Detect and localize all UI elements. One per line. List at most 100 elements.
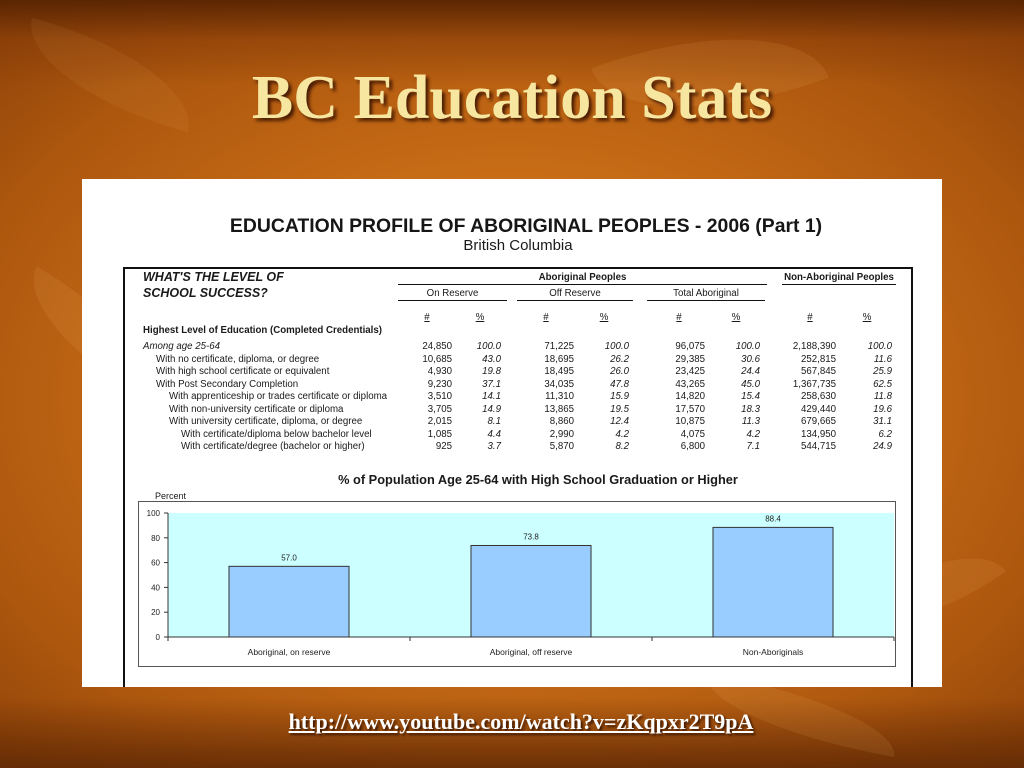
cell-percent: 25.9: [873, 366, 892, 377]
row-label: With apprenticeship or trades certificat…: [169, 391, 388, 402]
cell-percent: 11.3: [741, 416, 760, 427]
table-row: With Post Secondary Completion 9,230 37.…: [82, 379, 942, 391]
cell-count: 34,035: [544, 379, 574, 390]
row-label: With university certificate, diploma, or…: [169, 416, 363, 427]
table-row: With apprenticeship or trades certificat…: [82, 391, 942, 403]
cell-count: 29,385: [675, 354, 705, 365]
cell-count: 13,865: [544, 404, 574, 415]
column-header-percent: %: [731, 312, 741, 323]
cell-percent: 37.1: [482, 379, 501, 390]
cell-count: 258,630: [800, 391, 836, 402]
cell-count: 18,495: [544, 366, 574, 377]
table-frame: [123, 267, 913, 687]
table-row: With non-university certificate or diplo…: [82, 404, 942, 416]
cell-percent: 30.6: [741, 354, 760, 365]
cell-percent: 11.8: [873, 391, 892, 402]
cell-percent: 100.0: [476, 341, 501, 352]
profile-title: EDUCATION PROFILE OF ABORIGINAL PEOPLES …: [229, 215, 823, 237]
youtube-link[interactable]: http://www.youtube.com/watch?v=zKqpxr2T9…: [288, 709, 754, 734]
education-profile-panel: EDUCATION PROFILE OF ABORIGINAL PEOPLES …: [82, 179, 942, 687]
cell-count: 43,265: [675, 379, 705, 390]
cell-count: 9,230: [427, 379, 452, 390]
cell-count: 2,990: [549, 429, 574, 440]
cell-count: 71,225: [544, 341, 574, 352]
cell-percent: 43.0: [482, 354, 501, 365]
cell-count: 925: [435, 441, 452, 452]
cell-count: 14,820: [675, 391, 705, 402]
bar: [470, 544, 592, 638]
cell-percent: 12.4: [610, 416, 629, 427]
table-row: With university certificate, diploma, or…: [82, 416, 942, 428]
cell-percent: 100.0: [604, 341, 629, 352]
table-row: Among age 25-64 24,850 100.0 71,225 100.…: [82, 341, 942, 353]
cell-count: 23,425: [675, 366, 705, 377]
column-header-count: #: [543, 312, 549, 323]
cell-percent: 4.4: [487, 429, 501, 440]
y-axis-tick-label: 40: [151, 583, 160, 592]
profile-subtitle: British Columbia: [463, 237, 573, 254]
cell-count: 11,310: [545, 391, 574, 402]
cell-percent: 100.0: [735, 341, 760, 352]
column-header-count: #: [676, 312, 682, 323]
cell-count: 96,075: [675, 341, 705, 352]
y-axis-tick-label: 60: [151, 559, 160, 568]
column-header-percent: %: [862, 312, 872, 323]
cell-percent: 3.7: [487, 441, 501, 452]
cell-percent: 15.9: [610, 391, 629, 402]
y-axis-tick-label: 80: [151, 534, 160, 543]
bar-value-label: 57.0: [281, 553, 297, 562]
row-label: With no certificate, diploma, or degree: [156, 354, 320, 365]
cell-percent: 62.5: [873, 379, 892, 390]
table-row: With certificate/degree (bachelor or hig…: [82, 441, 942, 453]
table-question: WHAT'S THE LEVEL OF SCHOOL SUCCESS?: [143, 269, 284, 301]
cell-percent: 18.3: [741, 404, 760, 415]
cell-percent: 14.1: [482, 391, 501, 402]
cell-percent: 19.6: [873, 404, 892, 415]
cell-count: 2,015: [427, 416, 452, 427]
cell-count: 567,845: [800, 366, 836, 377]
column-header-count: #: [807, 312, 813, 323]
cell-percent: 47.8: [610, 379, 629, 390]
cell-count: 8,860: [549, 416, 574, 427]
slide-title: BC Education Stats: [251, 64, 773, 132]
cell-percent: 14.9: [482, 404, 501, 415]
aboriginal-peoples-header: Aboriginal Peoples: [398, 272, 767, 285]
cell-count: 17,570: [675, 404, 705, 415]
cell-percent: 15.4: [741, 391, 760, 402]
column-header-count: #: [424, 312, 430, 323]
question-line: SCHOOL SUCCESS?: [143, 286, 268, 300]
cell-count: 544,715: [800, 441, 836, 452]
chart-y-axis-label: Percent: [155, 491, 187, 501]
cell-percent: 19.8: [482, 366, 501, 377]
cell-count: 4,930: [427, 366, 452, 377]
category-label: Non-Aboriginals: [743, 647, 803, 657]
y-axis-tick-label: 100: [147, 509, 161, 518]
cell-percent: 24.9: [873, 441, 892, 452]
cell-count: 6,800: [680, 441, 705, 452]
cell-percent: 11.6: [873, 354, 892, 365]
cell-percent: 26.0: [610, 366, 629, 377]
cell-percent: 24.4: [741, 366, 760, 377]
cell-count: 3,705: [427, 404, 452, 415]
bar: [712, 526, 834, 638]
cell-percent: 8.2: [615, 441, 629, 452]
cell-count: 4,075: [680, 429, 705, 440]
cell-count: 134,950: [800, 429, 836, 440]
cell-count: 2,188,390: [792, 341, 836, 352]
row-label: With high school certificate or equivale…: [156, 366, 330, 377]
bar-chart: 0 20 40 60 80 100 57.0 Aboriginal, on reserve 73…: [138, 501, 896, 667]
cell-percent: 19.5: [610, 404, 629, 415]
cell-count: 1,085: [427, 429, 452, 440]
chart-title: % of Population Age 25-64 with High Scho…: [338, 472, 738, 487]
column-header-percent: %: [475, 312, 485, 323]
cell-percent: 7.1: [746, 441, 760, 452]
cell-count: 3,510: [427, 391, 452, 402]
y-axis-tick-label: 20: [151, 608, 160, 617]
cell-percent: 26.2: [610, 354, 629, 365]
row-label: With certificate/degree (bachelor or hig…: [181, 441, 365, 452]
on-reserve-header: On Reserve: [398, 288, 507, 301]
off-reserve-header: Off Reserve: [517, 288, 633, 301]
bar-value-label: 73.8: [523, 532, 539, 541]
row-label: With certificate/diploma below bachelor …: [181, 429, 372, 440]
